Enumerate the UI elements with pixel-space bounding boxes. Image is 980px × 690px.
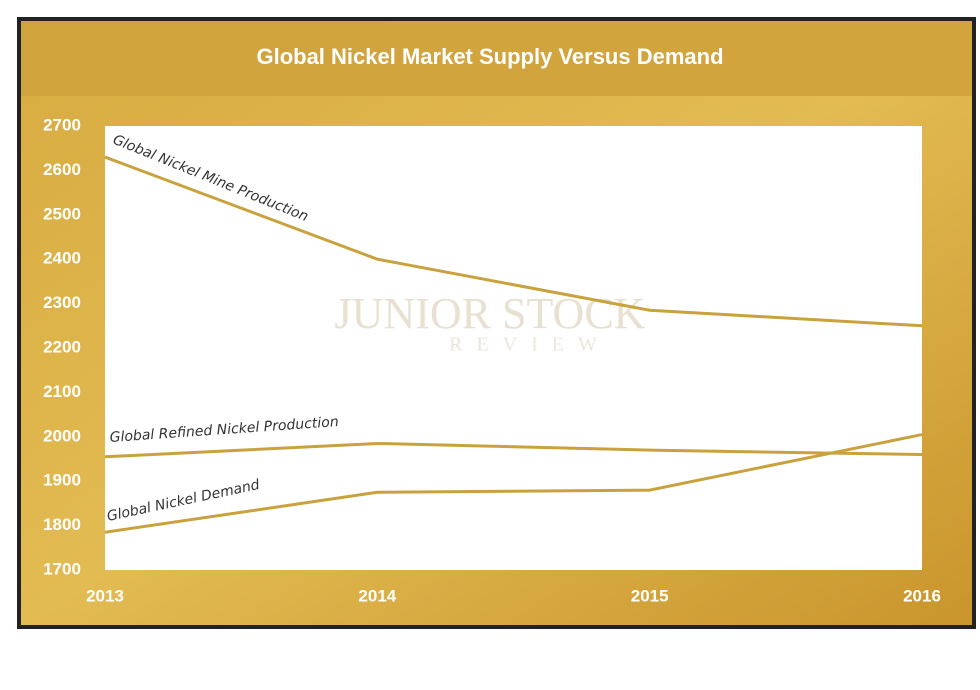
watermark-sub: REVIEW [449, 334, 611, 356]
y-tick-label: 2300 [43, 293, 81, 312]
title-bar [21, 21, 972, 96]
chart-title: Global Nickel Market Supply Versus Deman… [256, 44, 723, 69]
y-tick-label: 2200 [43, 337, 81, 356]
y-tick-label: 2600 [43, 160, 81, 179]
x-tick-label: 2015 [631, 586, 669, 605]
x-tick-label: 2014 [358, 586, 396, 605]
y-tick-label: 1700 [43, 559, 81, 578]
x-tick-label: 2013 [86, 586, 124, 605]
y-tick-label: 2000 [43, 426, 81, 445]
y-tick-label: 1800 [43, 515, 81, 534]
watermark: JUNIOR STOCK [335, 289, 646, 338]
series-line [104, 155, 923, 328]
y-tick-label: 2400 [43, 249, 81, 268]
x-tick-label: 2016 [903, 586, 941, 605]
y-tick-label: 2500 [43, 204, 81, 223]
y-tick-label: 2100 [43, 382, 81, 401]
y-tick-label: 2700 [43, 115, 81, 134]
series-line [104, 441, 923, 459]
series-line [104, 433, 923, 534]
y-tick-label: 1900 [43, 471, 81, 490]
plot-area [105, 126, 922, 570]
